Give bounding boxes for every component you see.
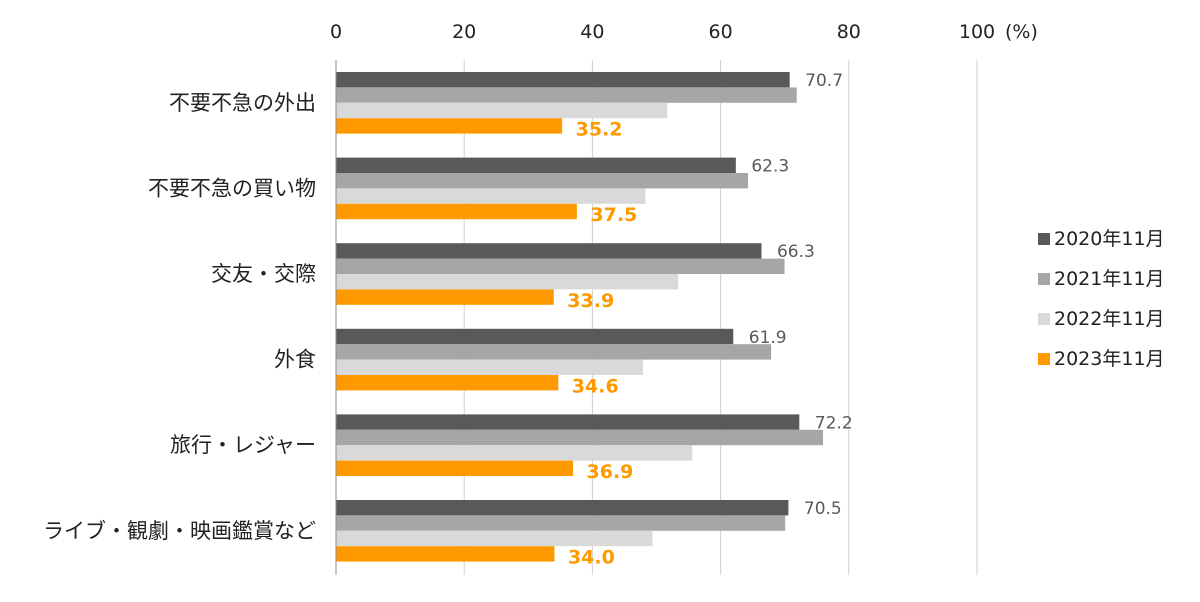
bar-2020年11月-旅行・レジャー xyxy=(336,414,800,430)
bar-2023年11月-外食 xyxy=(336,375,559,391)
bar-2022年11月-旅行・レジャー xyxy=(336,445,693,461)
bar-2020年11月-不要不急の買い物 xyxy=(336,157,736,173)
data-label: 35.2 xyxy=(576,119,623,141)
bar-2020年11月-交友・交際 xyxy=(336,243,762,259)
bar-2022年11月-不要不急の外出 xyxy=(336,102,668,119)
legend-swatch xyxy=(1038,233,1050,245)
x-tick-label: 40 xyxy=(580,21,604,43)
bar-2023年11月-不要不急の外出 xyxy=(336,118,563,134)
bar-2023年11月-交友・交際 xyxy=(336,289,554,305)
category-label: 不要不急の買い物 xyxy=(148,176,316,200)
bar-2022年11月-不要不急の買い物 xyxy=(336,188,646,204)
data-label: 66.3 xyxy=(777,242,815,262)
data-label: 70.7 xyxy=(805,71,843,91)
x-tick-label: 60 xyxy=(709,21,733,43)
bar-2023年11月-ライブ・観劇・映画鑑賞など xyxy=(336,546,555,562)
x-axis-unit-label: (%) xyxy=(1005,21,1038,43)
data-label: 72.2 xyxy=(815,413,853,433)
bar-2021年11月-不要不急の外出 xyxy=(336,87,797,103)
category-label: 外食 xyxy=(274,348,316,372)
x-tick-label: 0 xyxy=(330,21,342,43)
category-label: ライブ・観劇・映画鑑賞など xyxy=(43,519,316,543)
bar-2021年11月-旅行・レジャー xyxy=(336,429,824,446)
bar-2020年11月-ライブ・観劇・映画鑑賞など xyxy=(336,500,789,516)
legend-label: 2023年11月 xyxy=(1054,348,1165,370)
bar-2022年11月-ライブ・観劇・映画鑑賞など xyxy=(336,530,653,547)
bar-2020年11月-外食 xyxy=(336,328,734,345)
category-label: 交友・交際 xyxy=(211,262,316,286)
data-label: 70.5 xyxy=(804,499,842,519)
data-label: 61.9 xyxy=(749,328,787,348)
category-label: 旅行・レジャー xyxy=(170,433,316,457)
legend-swatch xyxy=(1038,353,1050,365)
bar-2023年11月-不要不急の買い物 xyxy=(336,203,577,220)
data-label: 37.5 xyxy=(590,204,637,226)
legend-swatch xyxy=(1038,313,1050,325)
bar-2022年11月-外食 xyxy=(336,359,643,375)
category-label: 不要不急の外出 xyxy=(169,91,316,115)
bar-2023年11月-旅行・レジャー xyxy=(336,460,574,476)
data-label: 33.9 xyxy=(567,290,614,312)
bar-2022年11月-交友・交際 xyxy=(336,274,679,290)
bar-2020年11月-不要不急の外出 xyxy=(336,72,790,88)
x-tick-label: 80 xyxy=(837,21,861,43)
legend-swatch xyxy=(1038,273,1050,285)
data-label: 34.0 xyxy=(568,547,615,569)
legend-label: 2022年11月 xyxy=(1054,308,1165,330)
bar-2021年11月-交友・交際 xyxy=(336,258,785,274)
bar-2021年11月-ライブ・観劇・映画鑑賞など xyxy=(336,515,786,531)
data-label: 62.3 xyxy=(751,157,789,177)
bar-2021年11月-不要不急の買い物 xyxy=(336,173,749,189)
data-label: 36.9 xyxy=(587,461,634,483)
x-tick-label: 100 xyxy=(959,21,995,43)
data-label: 34.6 xyxy=(572,375,619,397)
legend-label: 2021年11月 xyxy=(1054,268,1165,290)
legend-label: 2020年11月 xyxy=(1054,228,1165,250)
bar-2021年11月-外食 xyxy=(336,344,772,360)
x-tick-label: 20 xyxy=(452,21,476,43)
